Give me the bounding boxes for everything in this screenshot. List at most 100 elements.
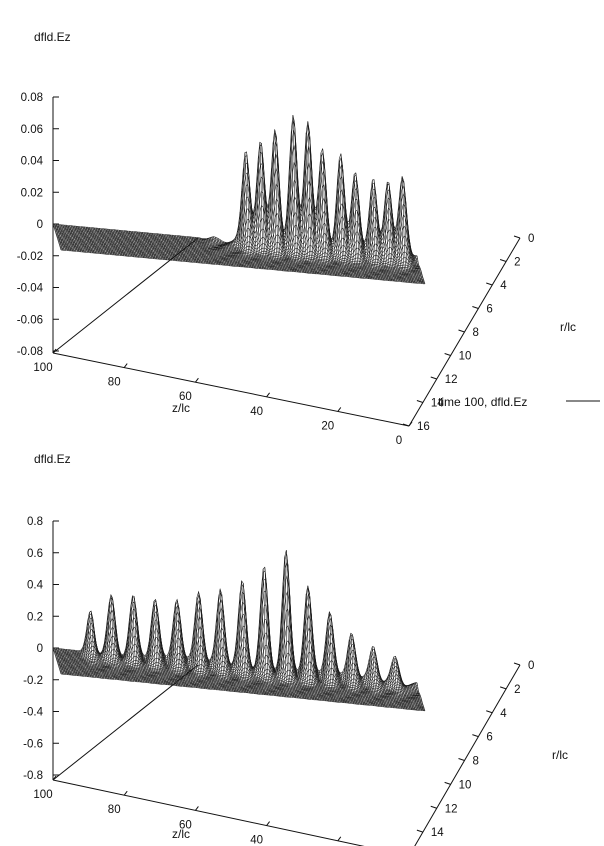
mesh-line-z-top xyxy=(175,235,184,262)
mesh-line-z-top xyxy=(200,237,209,264)
mesh-line-z-bottom xyxy=(274,668,283,697)
mesh-line-z-bottom xyxy=(413,682,422,711)
mesh-line-z-bottom xyxy=(110,594,120,680)
mesh-line-z-top xyxy=(231,240,240,267)
mesh-line-z-top xyxy=(52,223,62,251)
mesh-line-z-top xyxy=(122,230,131,257)
mesh-line-z-bottom xyxy=(345,660,355,704)
mesh-line-z-top xyxy=(181,236,191,263)
mesh-line-z-bottom xyxy=(74,650,83,677)
mesh-line-z-bottom xyxy=(69,649,78,676)
mesh-line-z-bottom xyxy=(224,631,234,692)
mesh-line-z-top xyxy=(340,153,350,277)
mesh-line-z-bottom xyxy=(143,655,153,684)
mesh-line-z-top xyxy=(269,193,278,271)
mesh-line-z-top xyxy=(322,148,331,276)
mesh-line-z-bottom xyxy=(203,633,212,690)
mesh-line-z-bottom xyxy=(302,637,312,700)
mesh-line-z-top xyxy=(117,229,126,257)
mesh-line-z-top xyxy=(57,224,67,251)
mesh-line-z-bottom xyxy=(315,663,325,701)
mesh-line-z-bottom xyxy=(329,611,338,703)
z-tick-label-top: 100 xyxy=(33,362,52,374)
mesh-line-z-top xyxy=(77,226,87,253)
value-tick-label-bottom: -0.2 xyxy=(23,675,43,687)
mesh-line-z-top xyxy=(416,255,426,284)
r-tick-top xyxy=(458,329,465,333)
value-tick-label-top: 0.06 xyxy=(21,124,43,136)
mesh-line-z-bottom xyxy=(279,641,288,698)
mesh-line-z-top xyxy=(166,234,176,261)
mesh-line-z-bottom xyxy=(334,644,343,703)
mesh-line-z-bottom xyxy=(125,647,135,682)
mesh-line-z-bottom xyxy=(259,614,269,696)
mesh-line-z-top xyxy=(92,227,101,254)
mesh-line-z-top xyxy=(410,247,419,284)
mesh-line-z-bottom xyxy=(247,643,257,694)
mesh-line-z-top xyxy=(259,142,269,270)
mesh-line-z-top xyxy=(284,229,293,272)
mesh-line-z-bottom xyxy=(284,557,293,698)
surface-plot-bottom: dfld.Ez z/lc r/lc 0.8 0.6 0.4 0.2 0 -0.2 -0.4 -… xyxy=(23,452,568,846)
mesh-line-z-top xyxy=(208,237,217,265)
mesh-line-z-bottom xyxy=(90,610,100,678)
mesh-line-z-bottom xyxy=(395,656,404,709)
r-tick-label-bottom: 14 xyxy=(431,827,444,839)
mesh-line-z-bottom xyxy=(115,625,125,681)
mesh-line-z-bottom xyxy=(246,622,255,694)
r-tick-top xyxy=(430,376,437,380)
mesh-line-z-bottom xyxy=(122,654,131,682)
mesh-line-z-top xyxy=(315,207,325,275)
mesh-line-z-top xyxy=(123,230,133,257)
mesh-line-z-top xyxy=(408,236,417,284)
mesh-line-z-top xyxy=(163,234,173,261)
mesh-line-z-bottom xyxy=(310,611,320,701)
mesh-line-z-bottom xyxy=(191,644,201,689)
z-tick-top xyxy=(337,407,342,412)
value-tick-label-bottom: 0 xyxy=(37,643,43,655)
mesh-line-z-top xyxy=(161,234,171,261)
mesh-line-z-top xyxy=(90,227,100,254)
mesh-line-z-bottom xyxy=(163,652,173,686)
mesh-line-z-bottom xyxy=(168,652,178,686)
mesh-line-z-bottom xyxy=(359,672,368,706)
mesh-line-z-bottom xyxy=(176,599,186,687)
mesh-line-z-top xyxy=(110,229,120,256)
mesh-line-z-top xyxy=(142,232,151,259)
x-axis-label-bottom: z/lc xyxy=(172,827,190,841)
axes-top xyxy=(52,96,521,427)
mesh-line-z-top xyxy=(302,189,312,274)
mesh-line-z-bottom xyxy=(335,658,345,703)
mesh-line-z-top xyxy=(368,211,378,280)
mesh-line-z-top xyxy=(305,133,315,274)
mesh-line-z-top xyxy=(363,241,373,280)
mesh-line-z-bottom xyxy=(99,652,108,679)
mesh-line-z-bottom xyxy=(253,667,262,695)
r-tick-top xyxy=(402,423,410,427)
mesh-line-z-top xyxy=(373,179,383,281)
mesh-line-z-bottom xyxy=(148,642,158,684)
mesh-line-z-top xyxy=(156,233,166,260)
mesh-line-z-top xyxy=(128,231,138,258)
z-axis-label-top: dfld.Ez xyxy=(34,30,71,44)
mesh-line-z-top xyxy=(150,233,159,260)
z-tick-label-bottom: 60 xyxy=(179,819,192,831)
z-tick-label-top: 40 xyxy=(250,406,263,418)
r-tick-bottom xyxy=(416,829,424,833)
mesh-line-z-bottom xyxy=(353,643,363,705)
mesh-line-z-top xyxy=(350,207,360,278)
mesh-line-z-bottom xyxy=(249,658,259,695)
mesh-line-z-top xyxy=(357,184,366,279)
mesh-line-z-bottom xyxy=(138,636,148,683)
mesh-line-z-bottom xyxy=(405,685,414,710)
mesh-line-z-bottom xyxy=(171,631,181,687)
mesh-line-z-top xyxy=(307,121,317,274)
value-tick-label-top: -0.04 xyxy=(17,283,44,295)
mesh-line-z-bottom xyxy=(261,587,270,696)
mesh-line-z-bottom xyxy=(357,665,366,706)
mesh-line-z-top xyxy=(327,212,336,276)
mesh-line-z-top xyxy=(190,236,199,263)
mesh-line-z-top xyxy=(338,158,348,277)
mesh-line-z-top xyxy=(274,129,283,271)
